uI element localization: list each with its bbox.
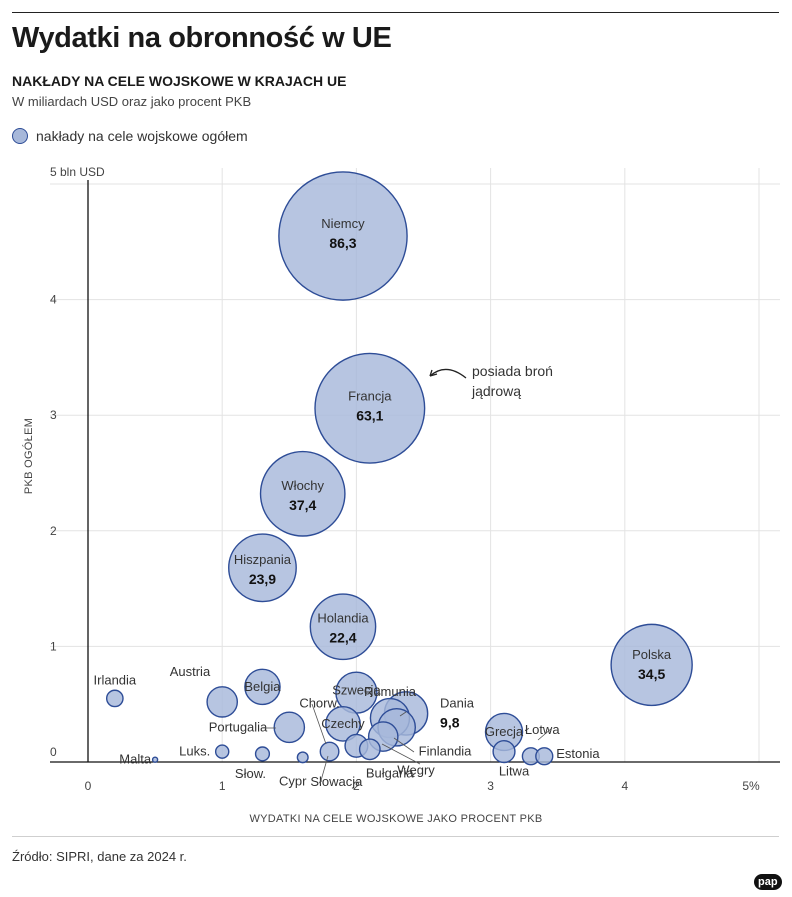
x-tick-label: 4 bbox=[621, 779, 628, 793]
point-label: Francja bbox=[348, 388, 392, 403]
bubble-hiszpania bbox=[228, 533, 297, 603]
point-label: Słow. bbox=[235, 766, 266, 781]
point-label: Chorw. bbox=[299, 696, 339, 711]
y-tick-label: 4 bbox=[50, 293, 57, 307]
point-label: Polska bbox=[632, 647, 672, 662]
leader-line bbox=[319, 755, 329, 785]
point-label: Austria bbox=[170, 664, 211, 679]
bubble-luks. bbox=[214, 744, 230, 759]
point-label: Estonia bbox=[556, 746, 600, 761]
chart-subtitle: NAKŁADY NA CELE WOJSKOWE W KRAJACH UE bbox=[12, 73, 347, 89]
point-label: Malta bbox=[119, 752, 152, 767]
bubble-francja bbox=[314, 352, 426, 464]
leader-line bbox=[537, 727, 553, 741]
bubble-czechy bbox=[325, 705, 361, 742]
bubble-litwa bbox=[492, 739, 516, 764]
point-label: Łotwa bbox=[525, 722, 560, 737]
point-label: Niemcy bbox=[321, 216, 365, 231]
leader-line bbox=[393, 737, 415, 753]
point-label: Luks. bbox=[179, 744, 210, 759]
bubble-cypr bbox=[296, 751, 309, 764]
bubble-słow. bbox=[254, 746, 271, 762]
point-label: Irlandia bbox=[94, 672, 137, 687]
bubble-belgia bbox=[244, 668, 281, 706]
data-label: 34,5 bbox=[638, 666, 665, 682]
leader-line bbox=[311, 703, 327, 745]
bubble-bułgaria bbox=[358, 738, 381, 761]
x-axis-title: WYDATKI NA CELE WOJSKOWE JAKO PROCENT PK… bbox=[249, 813, 542, 825]
point-label: Węgry bbox=[397, 763, 435, 778]
y-tick-label: 1 bbox=[50, 639, 57, 653]
point-label: Portugalia bbox=[209, 719, 268, 734]
data-label: 63,1 bbox=[356, 407, 383, 423]
point-label: Rumunia bbox=[364, 684, 417, 699]
top-rule bbox=[12, 12, 779, 13]
annotation-arrowhead bbox=[429, 369, 438, 377]
x-tick-label: 3 bbox=[487, 779, 494, 793]
y-tick-label: 5 bln USD bbox=[50, 165, 105, 179]
y-tick-label: 0 bbox=[50, 745, 57, 759]
x-tick-label: 1 bbox=[219, 779, 226, 793]
bubble-portugalia bbox=[273, 711, 306, 744]
data-label: 9,8 bbox=[440, 714, 460, 730]
y-tick-label: 3 bbox=[50, 408, 57, 422]
legend: nakłady na cele wojskowe ogółem bbox=[12, 128, 248, 144]
leader-line bbox=[399, 711, 407, 717]
point-label: Czechy bbox=[321, 716, 365, 731]
bubble-polska bbox=[610, 623, 693, 707]
data-label: 37,4 bbox=[289, 497, 316, 513]
point-label: Cypr bbox=[279, 773, 307, 788]
point-label: Słowacja bbox=[310, 774, 363, 789]
page-title: Wydatki na obronność w UE bbox=[12, 22, 392, 54]
point-label: Dania bbox=[440, 695, 475, 710]
data-label: 23,9 bbox=[249, 571, 276, 587]
point-label: Szwecja bbox=[332, 683, 381, 698]
bottom-rule bbox=[12, 836, 779, 837]
y-tick-label: 2 bbox=[50, 524, 57, 538]
point-label: Bułgaria bbox=[366, 765, 414, 780]
annotation-arrow bbox=[429, 368, 467, 379]
bubble-malta bbox=[151, 756, 159, 763]
pap-logo: pap bbox=[754, 874, 782, 890]
bubble-włochy bbox=[259, 450, 346, 537]
bubble-estonia bbox=[535, 747, 554, 766]
legend-label: nakłady na cele wojskowe ogółem bbox=[36, 128, 248, 144]
leader-line bbox=[381, 743, 421, 765]
point-label: Hiszpania bbox=[234, 552, 292, 567]
unit-note: W miliardach USD oraz jako procent PKB bbox=[12, 94, 252, 109]
point-label: Belgia bbox=[244, 679, 281, 694]
bubble-chorw. bbox=[319, 741, 340, 762]
point-label: Finlandia bbox=[419, 743, 473, 758]
legend-bubble-icon bbox=[12, 128, 28, 144]
bubble-irlandia bbox=[105, 689, 124, 708]
bubble-holandia bbox=[309, 593, 377, 661]
x-tick-label: 0 bbox=[85, 779, 92, 793]
x-tick-label: 2 bbox=[353, 779, 360, 793]
point-label: Litwa bbox=[499, 764, 530, 779]
point-label: Grecja bbox=[485, 724, 524, 739]
data-label: 22,4 bbox=[329, 630, 356, 646]
source-note: Źródło: SIPRI, dane za 2024 r. bbox=[12, 849, 187, 864]
x-tick-label: 5% bbox=[742, 779, 760, 793]
point-label: Włochy bbox=[281, 478, 324, 493]
bubble-niemcy bbox=[278, 171, 408, 301]
annotation-line-1: posiada broń bbox=[472, 363, 553, 379]
annotation-line-2: jądrową bbox=[471, 383, 521, 399]
y-axis-title: PKB OGÓŁEM bbox=[22, 418, 35, 494]
data-label: 86,3 bbox=[329, 235, 356, 251]
bubble-austria bbox=[206, 686, 239, 718]
point-label: Holandia bbox=[317, 611, 369, 626]
